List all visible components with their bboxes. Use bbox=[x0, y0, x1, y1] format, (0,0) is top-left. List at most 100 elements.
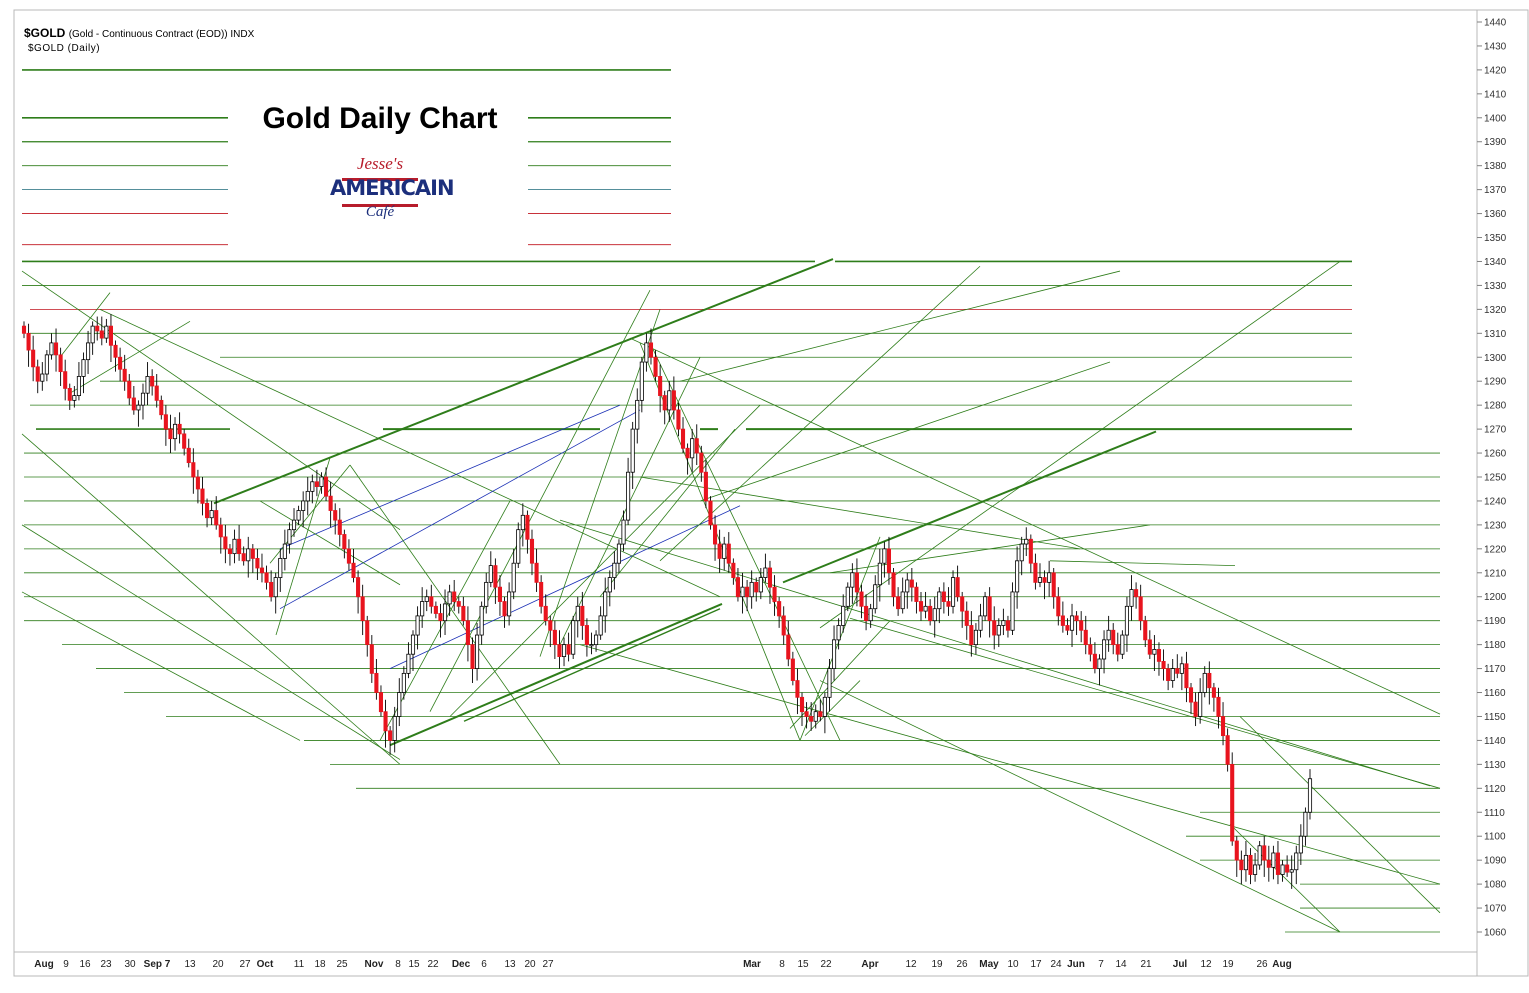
candle-body bbox=[415, 615, 420, 636]
candle-body bbox=[40, 373, 45, 382]
candle-body bbox=[168, 428, 173, 440]
candle-body bbox=[667, 390, 672, 411]
candle-body bbox=[841, 605, 846, 626]
candle-body bbox=[145, 376, 150, 394]
candle-body bbox=[589, 644, 594, 647]
y-tick-label: 1220 bbox=[1484, 544, 1507, 555]
candle-body bbox=[525, 514, 530, 540]
y-tick-label: 1120 bbox=[1484, 784, 1506, 795]
y-tick-label: 1380 bbox=[1484, 161, 1507, 172]
candle-body bbox=[154, 385, 159, 401]
candle-body bbox=[1028, 538, 1033, 564]
candle-body bbox=[191, 462, 196, 478]
candle-body bbox=[662, 395, 667, 411]
trendline bbox=[21, 270, 401, 531]
x-tick-label: 13 bbox=[184, 959, 196, 970]
candle-body bbox=[31, 349, 36, 368]
candle-body bbox=[548, 620, 553, 631]
candle-body bbox=[859, 591, 864, 607]
candle-body bbox=[1143, 620, 1148, 641]
candle-body bbox=[566, 644, 571, 655]
x-tick-label: 17 bbox=[1030, 959, 1042, 970]
candle-body bbox=[429, 596, 434, 607]
x-tick-label: 18 bbox=[314, 959, 326, 970]
candle-body bbox=[1298, 835, 1303, 854]
trendline bbox=[279, 404, 621, 550]
trendline bbox=[849, 617, 1441, 789]
x-tick-label: 25 bbox=[336, 959, 348, 970]
candle-body bbox=[1166, 668, 1171, 681]
candle-body bbox=[250, 548, 255, 559]
candle-body bbox=[1243, 854, 1248, 871]
logo-line-3: Café bbox=[365, 204, 395, 220]
trendline bbox=[639, 476, 1081, 550]
candle-body bbox=[1042, 577, 1047, 583]
candle-body bbox=[790, 658, 795, 681]
candle-body bbox=[319, 476, 324, 487]
candle-body bbox=[630, 428, 635, 473]
candle-body bbox=[90, 325, 95, 344]
x-tick-label: Jun bbox=[1067, 959, 1085, 970]
candle-body bbox=[1262, 845, 1267, 861]
trendline bbox=[599, 428, 736, 597]
candle-body bbox=[76, 376, 81, 396]
y-tick-label: 1360 bbox=[1484, 209, 1507, 220]
candle-body bbox=[575, 605, 580, 622]
x-tick-label: 24 bbox=[1050, 959, 1062, 970]
y-tick-label: 1140 bbox=[1484, 736, 1506, 747]
candle-body bbox=[49, 342, 54, 356]
candle-body bbox=[424, 596, 429, 602]
trendline bbox=[349, 464, 561, 765]
candle-body bbox=[690, 438, 695, 459]
x-tick-label: Apr bbox=[861, 959, 878, 970]
y-tick-label: 1060 bbox=[1484, 928, 1507, 939]
candle-body bbox=[653, 356, 658, 377]
candle-body bbox=[795, 680, 800, 698]
candle-body bbox=[516, 529, 521, 564]
trendline bbox=[21, 524, 401, 760]
candle-body bbox=[163, 414, 168, 430]
candle-body bbox=[914, 586, 919, 602]
candle-body bbox=[822, 696, 827, 717]
candle-body bbox=[1069, 615, 1075, 631]
candle-body bbox=[804, 711, 809, 717]
trendline bbox=[679, 270, 1121, 382]
candle-body bbox=[442, 603, 448, 622]
candle-body bbox=[767, 567, 773, 588]
candle-body bbox=[520, 514, 525, 531]
candle-body bbox=[626, 471, 631, 521]
trendline bbox=[559, 519, 1431, 787]
candle-body bbox=[58, 354, 63, 373]
candle-body bbox=[497, 586, 503, 602]
candle-body bbox=[1138, 596, 1143, 622]
candle-body bbox=[1097, 658, 1102, 669]
candle-body bbox=[941, 591, 946, 602]
candle-body bbox=[26, 332, 31, 351]
candle-body bbox=[699, 452, 704, 473]
candle-body bbox=[278, 558, 283, 578]
candle-body bbox=[850, 572, 855, 588]
candle-body bbox=[1079, 620, 1084, 631]
candle-body bbox=[410, 634, 416, 655]
candle-body bbox=[758, 577, 763, 593]
candle-body bbox=[854, 572, 859, 593]
candle-body bbox=[1271, 852, 1276, 868]
candle-body bbox=[493, 565, 498, 588]
candle-body bbox=[1156, 649, 1162, 662]
x-tick-label: 26 bbox=[956, 959, 968, 970]
candle-body bbox=[1239, 859, 1244, 871]
candle-body bbox=[1193, 701, 1198, 717]
candle-body bbox=[360, 596, 365, 622]
candle-body bbox=[291, 519, 297, 531]
candle-body bbox=[182, 433, 187, 449]
candle-body bbox=[259, 567, 265, 574]
y-tick-label: 1250 bbox=[1484, 473, 1507, 484]
x-tick-label: Aug bbox=[1272, 959, 1291, 970]
candle-body bbox=[346, 548, 351, 564]
candle-body bbox=[552, 629, 557, 646]
trendline bbox=[21, 433, 401, 765]
candle-body bbox=[246, 548, 251, 562]
candle-body bbox=[561, 644, 567, 658]
candle-body bbox=[337, 519, 342, 535]
